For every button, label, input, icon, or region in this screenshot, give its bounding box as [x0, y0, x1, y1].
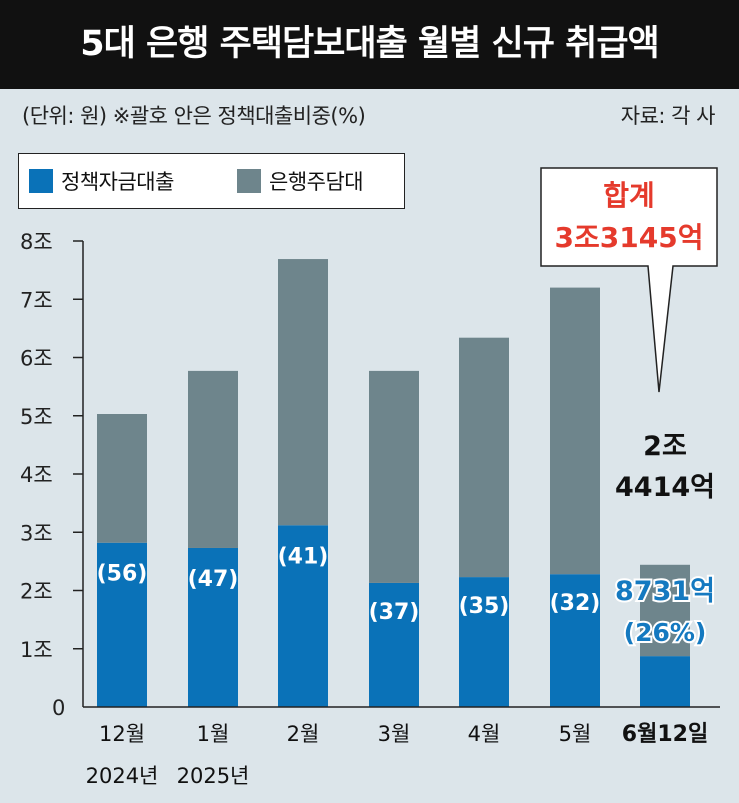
bar-bank-0	[97, 414, 147, 543]
bar-policy-2	[278, 525, 328, 707]
bar-policy-3	[369, 582, 419, 707]
bar-policy-6	[640, 656, 690, 707]
bar-policy-1	[188, 547, 238, 707]
title-bar	[0, 0, 739, 89]
x-tick-label: 4월	[468, 722, 501, 746]
y-tick-label: 1조	[20, 638, 53, 662]
y-tick-label: 8조	[20, 230, 53, 254]
y-tick-label: 2조	[20, 580, 53, 604]
policy-share-label: (37)	[369, 600, 420, 625]
x-tick-label: 3월	[378, 722, 411, 746]
bar-bank-4	[459, 337, 509, 578]
bar-policy-4	[459, 577, 509, 707]
y-tick-label: 7조	[20, 288, 53, 312]
last-policy-value: 8731억	[615, 576, 715, 607]
bar-policy-0	[97, 542, 147, 707]
policy-share-label: (32)	[550, 591, 601, 616]
y-tick-label: 6조	[20, 347, 53, 371]
policy-share-label: (35)	[459, 594, 510, 619]
legend-label-bank: 은행주담대	[269, 169, 364, 194]
total-callout-box	[540, 167, 718, 393]
bar-bank-5	[550, 287, 600, 575]
bar-bank-3	[369, 370, 419, 583]
last-total-line1: 2조	[643, 431, 687, 462]
legend-item-policy: 정책자금대출	[29, 154, 174, 207]
legend-swatch-policy	[29, 168, 53, 193]
total-callout-line2: 3조3145억	[555, 221, 704, 254]
x-tick-label: 1월	[197, 722, 230, 746]
x-tick-year-label: 2025년	[177, 764, 250, 788]
x-tick-label: 5월	[559, 722, 592, 746]
policy-share-label: (47)	[188, 567, 239, 592]
y-tick-label: 0	[52, 696, 65, 720]
policy-share-label: (41)	[278, 544, 329, 569]
last-total-line2: 4414억	[615, 472, 715, 503]
y-tick-label: 4조	[20, 463, 53, 487]
unit-note: (단위: 원) ※괄호 안은 정책대출비중(%)	[22, 104, 366, 128]
y-tick-label: 3조	[20, 521, 53, 545]
x-tick-label: 12월	[99, 722, 145, 746]
x-tick-label: 6월12일	[622, 722, 708, 747]
bar-bank-6	[640, 564, 690, 657]
legend-label-policy: 정책자금대출	[61, 169, 174, 194]
y-tick-label: 5조	[20, 405, 53, 429]
legend-item-bank: 은행주담대	[237, 154, 364, 207]
x-tick-year-label: 2024년	[86, 764, 159, 788]
bar-bank-2	[278, 259, 328, 526]
source-note: 자료: 각 사	[620, 104, 716, 128]
last-policy-pct: (26%)	[624, 618, 707, 647]
legend-swatch-bank	[237, 168, 261, 193]
bar-policy-5	[550, 574, 600, 707]
policy-share-label: (56)	[97, 562, 148, 587]
bar-bank-1	[188, 370, 238, 548]
x-tick-label: 2월	[287, 722, 320, 746]
total-callout-line1: 합계	[603, 179, 655, 212]
chart-title: 5대 은행 주택담보대출 월별 신규 취급액	[80, 24, 659, 64]
legend: 정책자금대출 은행주담대	[18, 153, 405, 209]
